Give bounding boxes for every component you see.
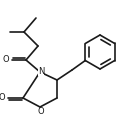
Text: N: N	[38, 67, 44, 75]
Text: O: O	[0, 94, 5, 102]
Text: O: O	[2, 55, 9, 64]
Text: O: O	[38, 107, 44, 117]
